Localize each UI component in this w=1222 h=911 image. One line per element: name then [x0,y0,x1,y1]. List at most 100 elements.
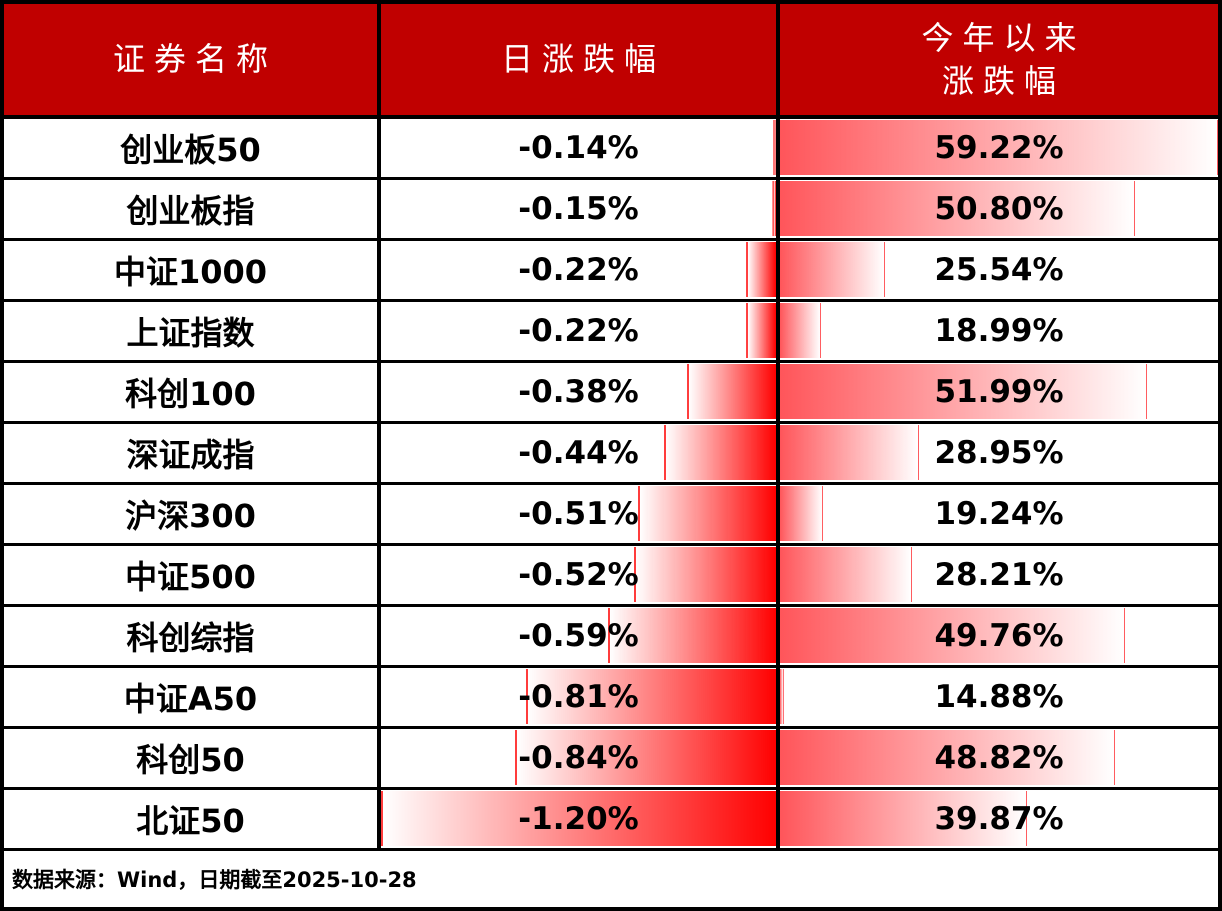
column-header-label: 日涨跌幅 [500,41,665,78]
ytd-change-bar [780,242,886,297]
ytd-change-cell: 19.24% [780,485,1218,546]
security-name: 沪深300 [125,497,256,535]
daily-change-cell: -0.22% [381,302,780,363]
source-note: 数据来源：Wind，日期截至2025-10-28 [4,851,1218,907]
table-row: 中证500 -0.52% 28.21% [4,546,1218,607]
table-header-row: 证券名称 日涨跌幅 今年以来 涨跌幅 [4,4,1218,119]
daily-change-bar [746,242,776,297]
daily-change-cell: -0.44% [381,424,780,485]
ytd-change-value: 14.88% [934,679,1064,715]
security-name: 深证成指 [126,436,255,474]
daily-change-value: -0.51% [518,496,639,532]
column-header-label: 证券名称 [112,41,277,78]
ytd-change-bar [780,364,1147,419]
security-name: 北证50 [136,802,245,840]
daily-change-value: -0.81% [518,679,639,715]
ytd-change-value: 28.21% [934,557,1064,593]
ytd-change-bar [780,120,1218,175]
security-name: 创业板指 [126,192,255,230]
security-name: 上证指数 [126,314,255,352]
ytd-change-cell: 18.99% [780,302,1218,363]
ytd-change-value: 39.87% [934,801,1064,837]
column-header-security-name: 证券名称 [4,4,381,119]
security-name: 科创综指 [126,619,255,657]
daily-change-value: -1.20% [518,801,639,837]
column-header-ytd-change: 今年以来 涨跌幅 [780,4,1218,119]
table-row: 中证1000 -0.22% 25.54% [4,241,1218,302]
ytd-change-cell: 14.88% [780,668,1218,729]
column-header-label-line1: 今年以来 [921,20,1086,57]
table-row: 科创50 -0.84% 48.82% [4,729,1218,790]
daily-change-value: -0.14% [518,130,639,166]
daily-change-cell: -0.59% [381,607,780,668]
security-name-cell: 中证500 [4,546,381,607]
daily-change-bar [772,181,776,236]
ytd-change-cell: 48.82% [780,729,1218,790]
daily-change-bar [608,608,776,663]
ytd-change-bar [780,669,784,724]
ytd-change-bar [780,425,919,480]
security-name: 中证500 [125,558,256,596]
daily-change-value: -0.84% [518,740,639,776]
table-row: 上证指数 -0.22% 18.99% [4,302,1218,363]
security-name-cell: 科创100 [4,363,381,424]
table-row: 科创100 -0.38% 51.99% [4,363,1218,424]
ytd-change-cell: 51.99% [780,363,1218,424]
security-name-cell: 创业板指 [4,180,381,241]
security-name-cell: 上证指数 [4,302,381,363]
daily-change-cell: -0.38% [381,363,780,424]
daily-change-cell: -0.81% [381,668,780,729]
ytd-change-bar [780,791,1027,846]
table-row: 创业板指 -0.15% 50.80% [4,180,1218,241]
table-row: 创业板50 -0.14% 59.22% [4,119,1218,180]
table-row: 科创综指 -0.59% 49.76% [4,607,1218,668]
ytd-change-bar [780,730,1116,785]
daily-change-cell: -0.14% [381,119,780,180]
daily-change-cell: -0.15% [381,180,780,241]
daily-change-value: -0.44% [518,435,639,471]
daily-change-bar [381,791,776,846]
daily-change-bar [526,669,776,724]
daily-change-value: -0.22% [518,313,639,349]
ytd-change-value: 48.82% [934,740,1064,776]
daily-change-value: -0.15% [518,191,639,227]
table-row: 深证成指 -0.44% 28.95% [4,424,1218,485]
security-name-cell: 中证1000 [4,241,381,302]
security-name-cell: 中证A50 [4,668,381,729]
security-name-cell: 沪深300 [4,485,381,546]
daily-change-value: -0.52% [518,557,639,593]
ytd-change-cell: 28.95% [780,424,1218,485]
ytd-change-value: 51.99% [934,374,1064,410]
ytd-change-bar [780,486,824,541]
security-name: 创业板50 [120,131,261,169]
security-name-cell: 深证成指 [4,424,381,485]
ytd-change-cell: 59.22% [780,119,1218,180]
daily-change-bar [686,364,776,419]
daily-change-bar [634,547,776,602]
ytd-change-value: 19.24% [934,496,1064,532]
daily-change-cell: -0.84% [381,729,780,790]
ytd-change-cell: 49.76% [780,607,1218,668]
security-name-cell: 科创综指 [4,607,381,668]
daily-change-bar [638,486,776,541]
security-name: 科创100 [125,375,256,413]
ytd-change-value: 59.22% [934,130,1064,166]
daily-change-cell: -0.52% [381,546,780,607]
table-row: 沪深300 -0.51% 19.24% [4,485,1218,546]
security-name-cell: 科创50 [4,729,381,790]
column-header-daily-change: 日涨跌幅 [381,4,780,119]
daily-change-value: -0.22% [518,252,639,288]
ytd-change-cell: 50.80% [780,180,1218,241]
daily-change-cell: -0.51% [381,485,780,546]
column-header-label-line2: 涨跌幅 [941,62,1065,99]
ytd-change-value: 25.54% [934,252,1064,288]
security-name-cell: 北证50 [4,790,381,851]
source-note-text: 数据来源：Wind，日期截至2025-10-28 [12,868,417,892]
ytd-change-cell: 28.21% [780,546,1218,607]
security-name: 科创50 [136,741,245,779]
ytd-change-value: 50.80% [934,191,1064,227]
daily-change-bar [664,425,776,480]
table-row: 中证A50 -0.81% 14.88% [4,668,1218,729]
daily-change-value: -0.59% [518,618,639,654]
